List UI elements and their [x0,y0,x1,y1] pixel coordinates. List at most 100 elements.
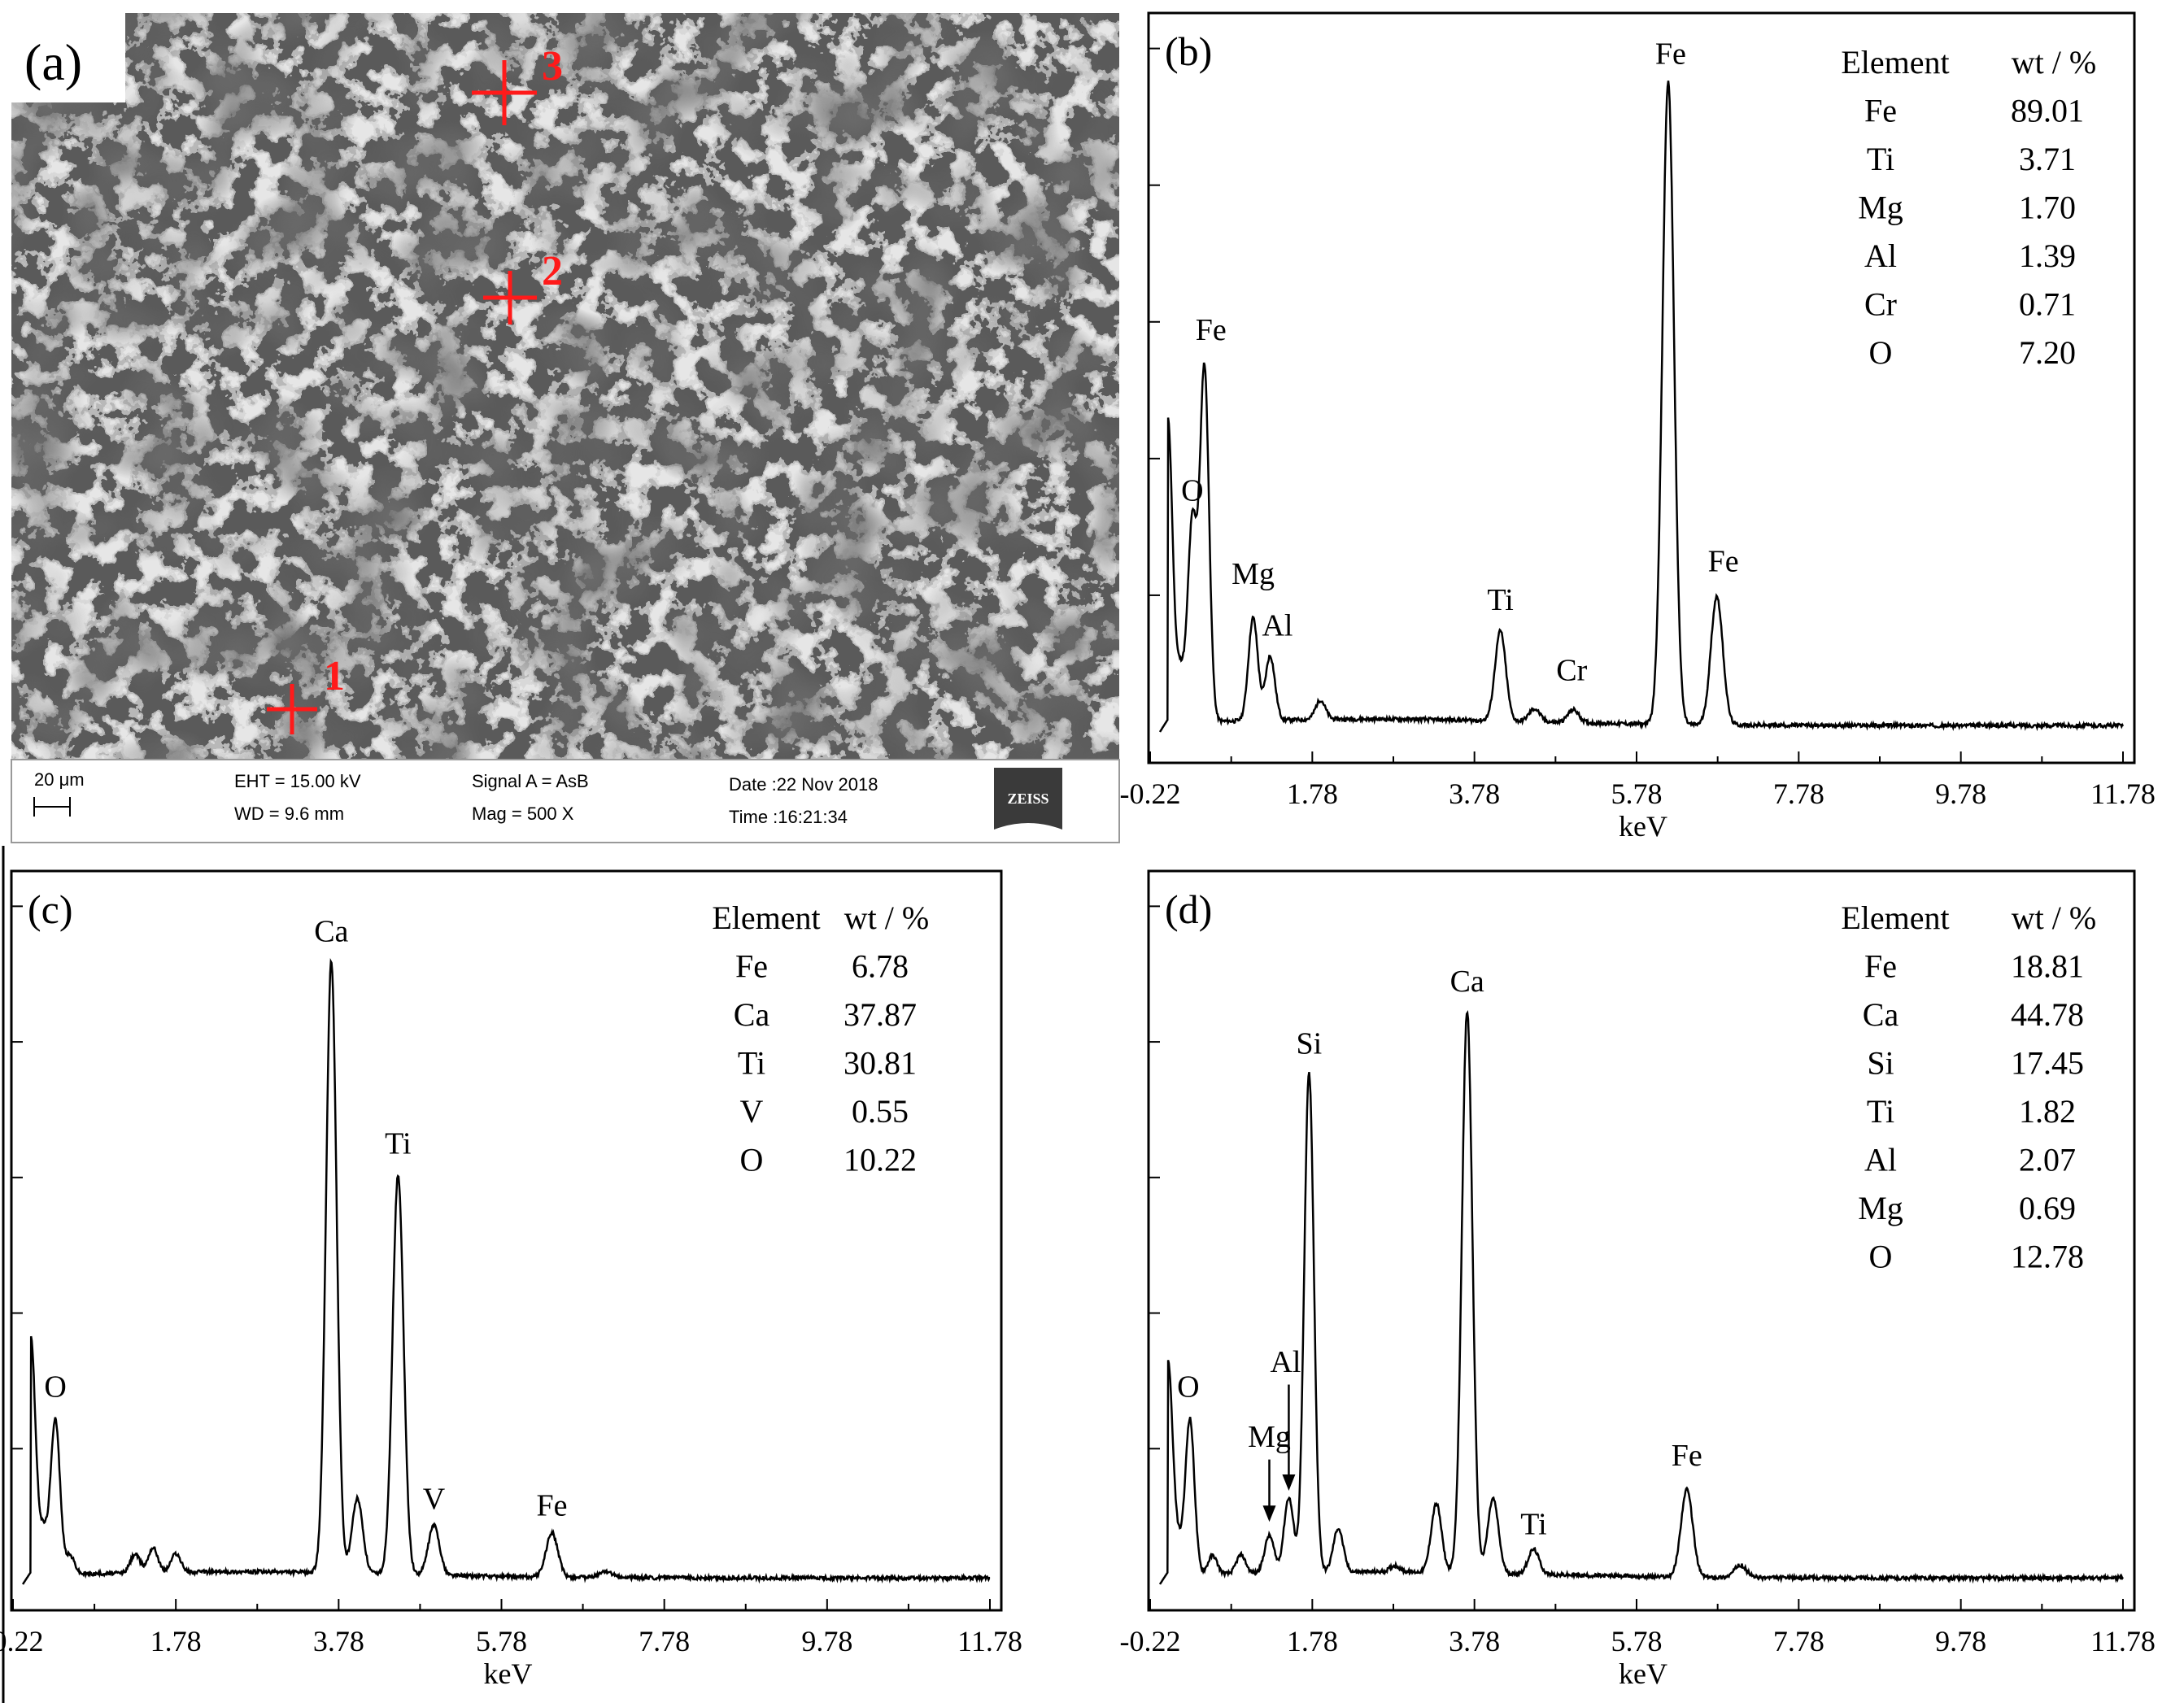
sem-info-bar [11,759,1120,843]
sem-image-panel: (a) 3 2 1 20 μm EHT = 15.00 kV WD = 9.6 … [11,13,1120,843]
x-tick-label: 5.78 [1611,777,1663,810]
eds-spectrum-d: (d) -0.22 1.78 3.78 5.78 7.78 9.78 11.78 keV O Mg A… [1120,869,2156,1690]
eds-spectrum-c: (c) -0.22 1.78 3.78 5.78 7.78 9.78 11.78 keV O Ca T… [0,869,1022,1690]
x-tick-label: 1.78 [1287,1625,1338,1657]
panel-label-bg [11,13,125,102]
table-cell-wt: 37.87 [844,996,917,1033]
x-tick-label: 7.78 [1773,1625,1824,1657]
table-cell-element: Ti [1867,1093,1894,1130]
x-axis-label: keV [1619,1657,1667,1690]
table-cell-element: Ca [1863,996,1899,1033]
table-cell-wt: 7.20 [2019,334,2076,371]
table-cell-wt: 12.78 [2011,1239,2084,1275]
point-marker-1 [267,684,317,734]
table-cell-element: Ti [1867,141,1894,177]
x-tick-label: 3.78 [1449,1625,1500,1657]
x-tick-label: 9.78 [1935,1625,1986,1657]
x-tick-label: 9.78 [801,1625,852,1657]
mag-readout: Mag = 500 X [472,804,574,824]
table-cell-element: V [740,1093,764,1130]
peak-label: Cr [1556,654,1587,688]
time-readout: Time :16:21:34 [729,807,848,827]
plot-frame [1147,11,2136,764]
table-cell-wt: 6.78 [852,948,909,985]
x-tick-label: -0.22 [0,1625,44,1657]
peak-label: O [1181,474,1203,508]
table-cell-element: Ca [734,996,770,1033]
table-header-wt: wt / % [844,899,929,936]
table-cell-element: Fe [735,948,768,985]
point-label-1: 1 [324,653,345,699]
peak-label: Fe [1672,1439,1702,1473]
table-cell-element: Si [1867,1045,1894,1082]
x-tick-label: 7.78 [1773,777,1824,810]
peak-label: Mg [1231,557,1275,591]
peak-label: Al [1270,1345,1301,1379]
table-cell-wt: 18.81 [2011,948,2084,985]
table-cell-element: O [1869,1239,1893,1275]
point-label-2: 2 [542,248,563,294]
table-cell-element: O [1869,334,1893,371]
peak-label: Fe [1708,544,1739,578]
peak-label: Ti [1520,1507,1546,1541]
scale-bar [33,797,71,817]
peak-label: O [1177,1370,1199,1405]
peak-label: Si [1296,1027,1322,1061]
table-cell-element: O [740,1142,764,1178]
x-tick-label: 5.78 [1611,1625,1663,1657]
plot-frame [10,869,1003,1612]
peak-label: Ca [314,915,348,949]
x-tick-label: 1.78 [150,1625,202,1657]
point-marker-2 [483,271,537,324]
peak-label: Fe [1655,37,1686,71]
spectrum-line [1158,81,2125,733]
eht-readout: EHT = 15.00 kV [234,771,361,791]
panel-label: (b) [1165,28,1212,74]
peak-label: O [44,1370,66,1405]
x-tick-label: 5.78 [476,1625,527,1657]
table-cell-wt: 2.07 [2019,1142,2076,1178]
x-tick-label: 7.78 [639,1625,690,1657]
x-tick-label: -0.22 [1120,1625,1181,1657]
table-cell-element: Fe [1864,948,1897,985]
sem-dark-regions [11,13,1119,760]
x-tick-label: 1.78 [1287,777,1338,810]
table-cell-wt: 0.55 [852,1093,909,1130]
spectrum-line [1158,1010,2125,1585]
table-cell-wt: 89.01 [2011,93,2084,129]
peak-label: Fe [537,1488,568,1522]
x-axis-label: keV [484,1657,533,1690]
peak-arrow-head [1262,1505,1276,1522]
x-tick-label: 11.78 [2090,1625,2156,1657]
table-header-wt: wt / % [2012,44,2096,81]
plot-frame [1147,869,2136,1612]
peak-label: Ca [1450,965,1484,999]
x-tick-label: 9.78 [1935,777,1986,810]
x-tick-label: 3.78 [313,1625,364,1657]
date-readout: Date :22 Nov 2018 [729,774,878,795]
table-cell-element: Ti [738,1045,765,1082]
table-cell-element: Al [1864,1142,1897,1178]
zeiss-logo: ZEISS [994,768,1062,830]
table-header-element: Element [1841,899,1949,936]
panel-label: (d) [1165,886,1212,932]
x-tick-label: 3.78 [1449,777,1500,810]
point-label-3: 3 [542,43,563,89]
peak-arrow-head [1282,1474,1296,1491]
table-header-element: Element [1841,44,1949,81]
x-axis-label: keV [1619,810,1667,843]
table-cell-wt: 44.78 [2011,996,2084,1033]
table-cell-wt: 1.82 [2019,1093,2076,1130]
panel-label-a: (a) [24,33,82,91]
eds-spectrum-b: (b) -0.22 1.78 3.78 5.78 7.78 9.78 11.78 keV Fe O M… [1120,11,2156,843]
table-header-wt: wt / % [2012,899,2096,936]
table-cell-wt: 3.71 [2019,141,2076,177]
table-cell-wt: 0.69 [2019,1190,2076,1226]
table-header-element: Element [712,899,820,936]
table-cell-element: Al [1864,237,1897,274]
x-tick-label: 11.78 [2090,777,2156,810]
panel-label: (c) [28,886,73,932]
table-cell-wt: 30.81 [844,1045,917,1082]
peak-label: Mg [1248,1420,1291,1454]
